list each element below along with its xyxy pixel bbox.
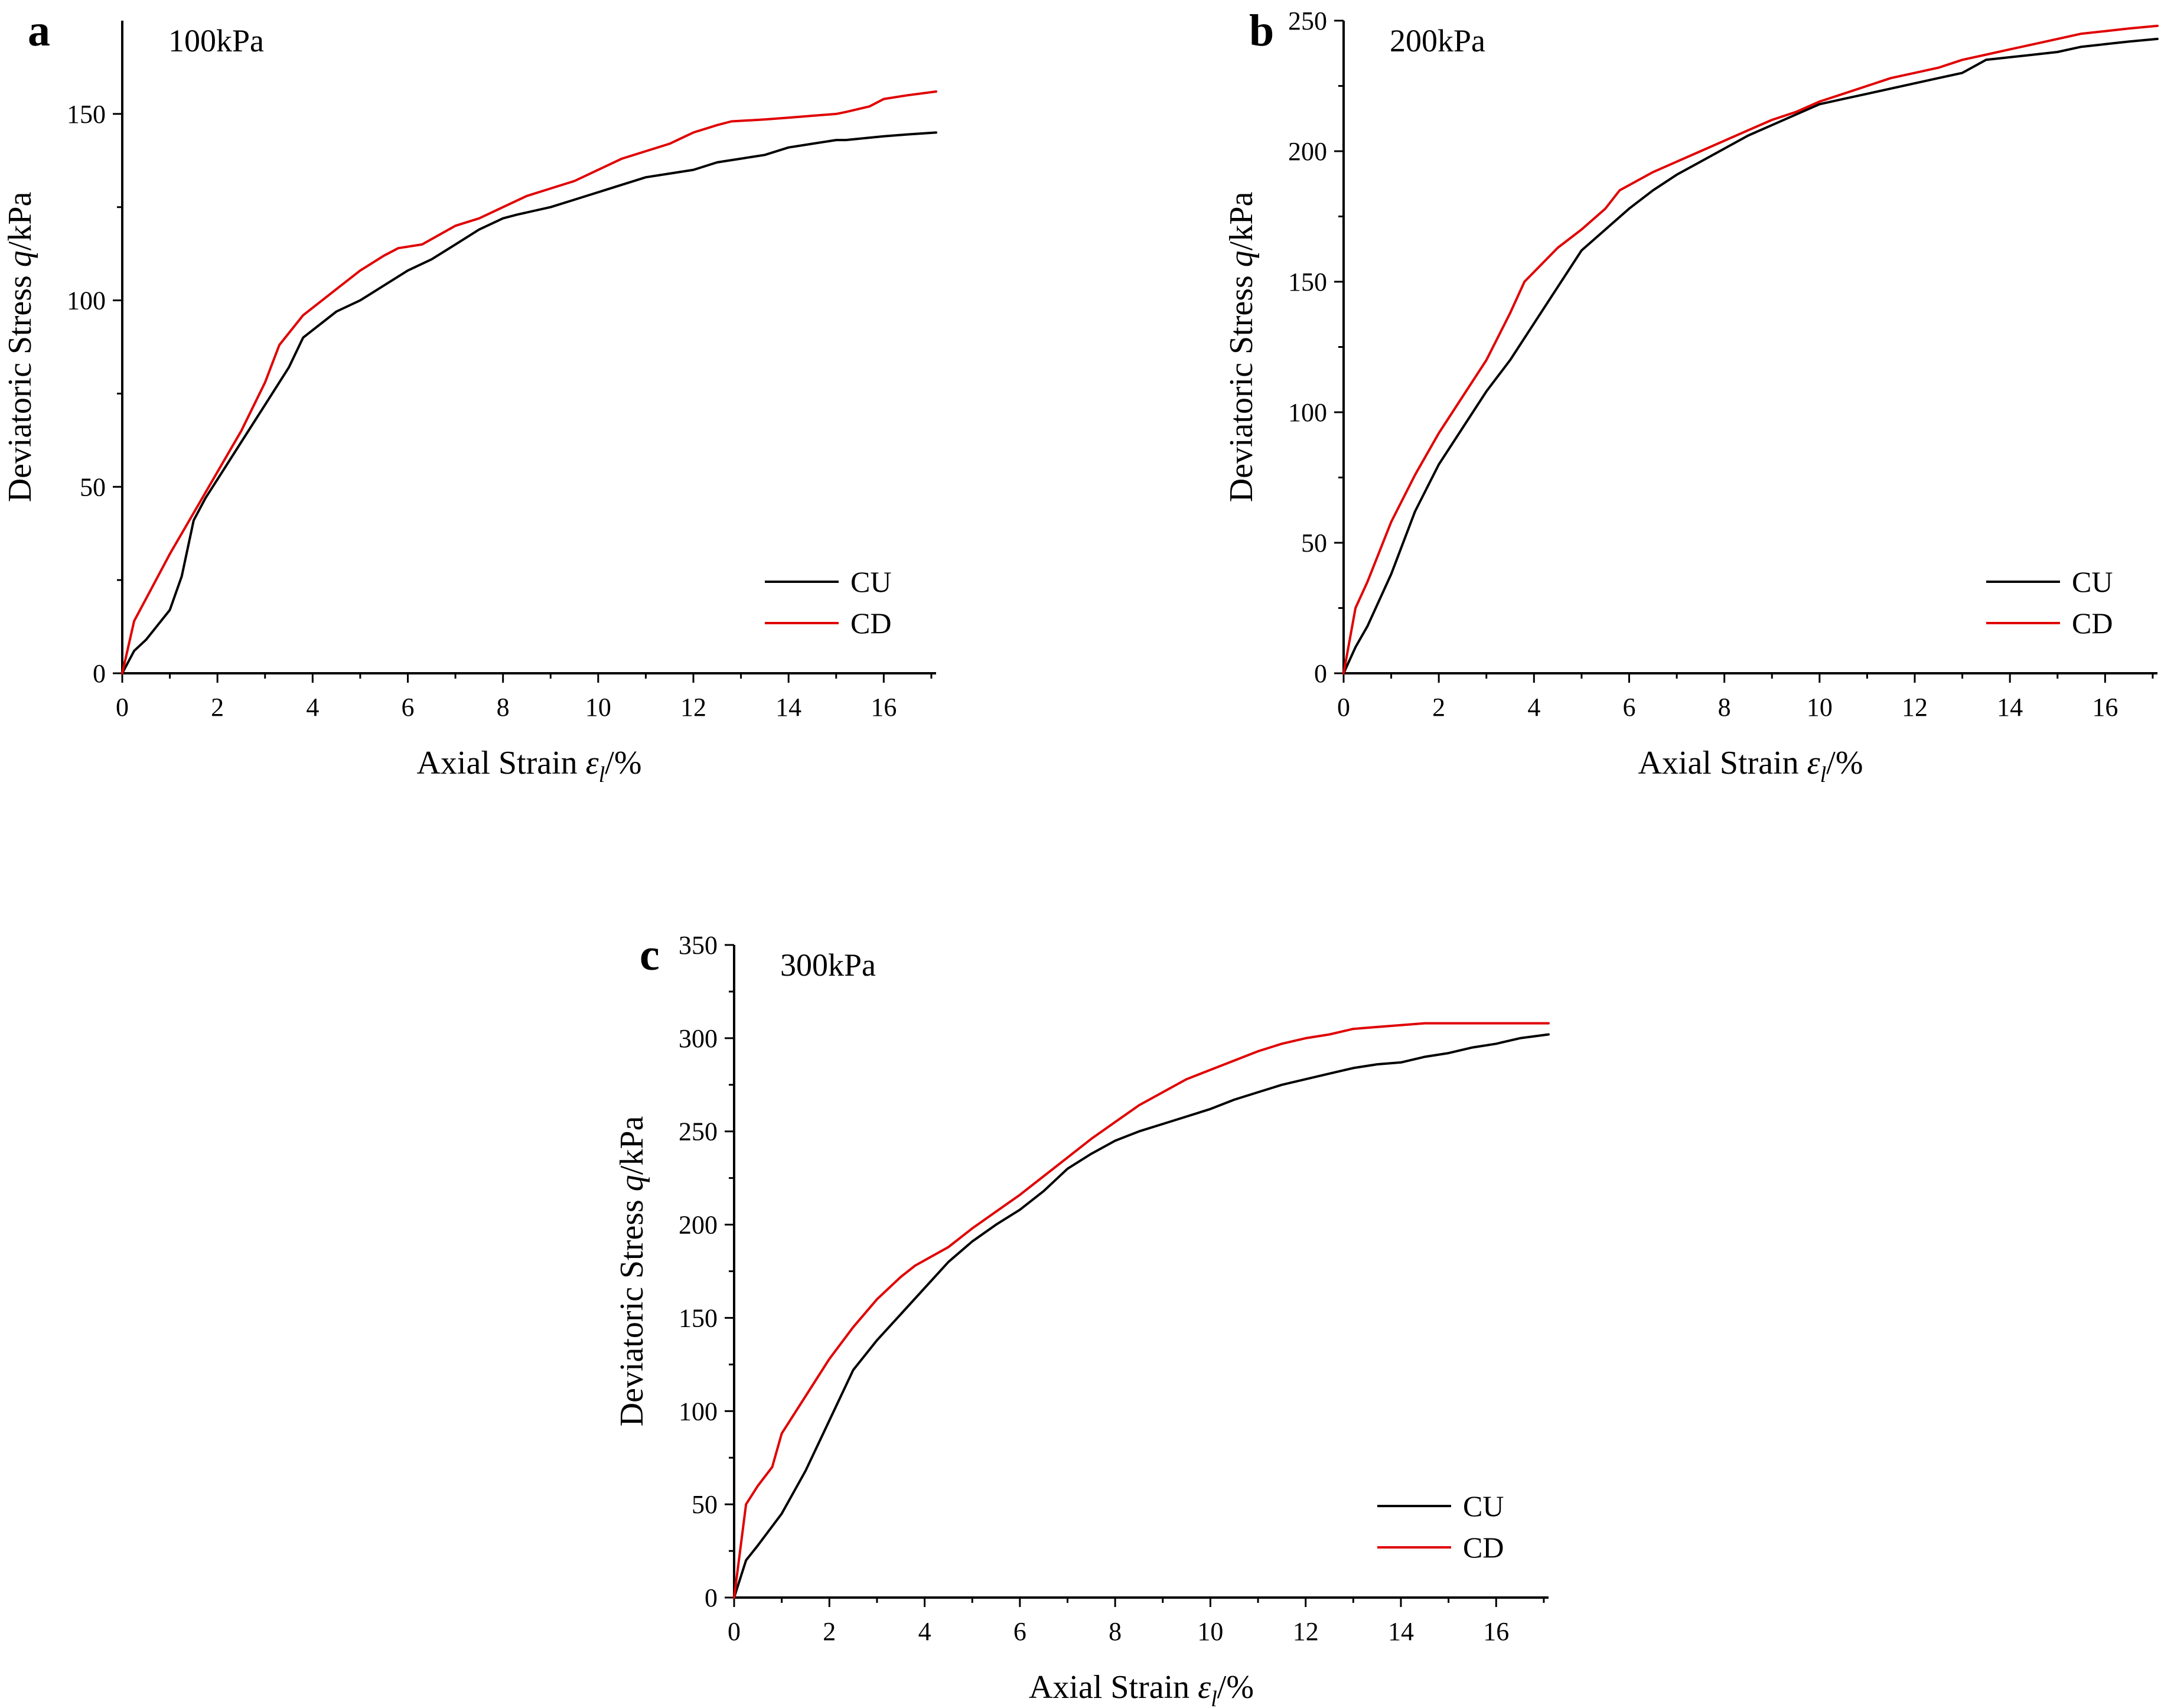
x-tick-label: 10	[585, 693, 611, 722]
series-line-cd	[121, 90, 937, 674]
x-tick-label: 16	[1483, 1617, 1509, 1646]
panel-c: 0 2 4 6 8 10 12 14 16 0 50 100 150 200 250 300 350 Axial …	[614, 930, 1550, 1708]
series-line-cu	[733, 1033, 1550, 1599]
y-tick-label: 100	[1288, 398, 1327, 427]
y-tick-label: 50	[692, 1490, 718, 1519]
series-line-cd	[733, 1022, 1550, 1599]
x-tick-label: 14	[775, 693, 801, 722]
y-tick-label: 250	[1288, 6, 1327, 35]
legend-label-cu: CU	[2072, 565, 2113, 598]
y-tick-label: 350	[679, 931, 718, 960]
x-axis-title: Axial Strain εl/%	[1029, 1669, 1254, 1708]
y-tick-label: 200	[679, 1211, 718, 1240]
y-tick-label: 50	[80, 472, 106, 501]
x-axis-title: Axial Strain εl/%	[416, 745, 641, 787]
x-tick-label: 0	[728, 1617, 741, 1646]
x-tick-label: 4	[306, 693, 319, 722]
condition-label: 100kPa	[168, 23, 264, 58]
condition-label: 300kPa	[780, 947, 876, 983]
x-tick-label: 8	[497, 693, 510, 722]
x-tick-label: 4	[918, 1617, 931, 1646]
panel-label: a	[28, 6, 50, 56]
legend-label-cd: CD	[2072, 607, 2113, 640]
y-tick-label: 100	[67, 286, 106, 315]
y-tick-label: 0	[705, 1583, 718, 1612]
y-tick-label: 150	[679, 1303, 718, 1332]
x-tick-label: 12	[1293, 1617, 1319, 1646]
y-tick-label: 150	[1288, 268, 1327, 296]
legend-label-cu: CU	[1463, 1489, 1504, 1523]
series-line-cd	[1342, 24, 2159, 674]
panel-a: 0 2 4 6 8 10 12 14 16 0 50 100 150 Axial Strain εl/% D…	[2, 6, 937, 787]
y-tick-label: 0	[93, 659, 106, 688]
x-axis-title: Axial Strain εl/%	[1638, 745, 1863, 787]
x-tick-label: 8	[1718, 693, 1731, 722]
x-tick-label: 10	[1807, 693, 1833, 722]
legend-label-cd: CD	[1463, 1531, 1504, 1564]
x-tick-label: 6	[1013, 1617, 1026, 1646]
y-tick-label: 0	[1314, 659, 1327, 688]
x-tick-label: 8	[1109, 1617, 1122, 1646]
x-tick-label: 12	[1902, 693, 1928, 722]
x-tick-label: 10	[1197, 1617, 1223, 1646]
x-tick-label: 4	[1527, 693, 1540, 722]
x-tick-label: 12	[680, 693, 706, 722]
panel-b: 0 2 4 6 8 10 12 14 16 0 50 100 150 200 250 Axial Strain…	[1223, 6, 2159, 787]
y-tick-label: 50	[1301, 529, 1327, 558]
x-tick-label: 6	[402, 693, 415, 722]
x-tick-label: 14	[1388, 1617, 1414, 1646]
series-line-cu	[1342, 37, 2159, 674]
y-tick-label: 200	[1288, 137, 1327, 166]
y-axis-title: Deviatoric Stress q/kPa	[614, 1116, 650, 1427]
x-tick-label: 2	[1432, 693, 1445, 722]
y-tick-label: 100	[679, 1397, 718, 1426]
x-tick-label: 14	[1997, 693, 2023, 722]
condition-label: 200kPa	[1390, 23, 1485, 58]
y-axis-title: Deviatoric Stress q/kPa	[2, 192, 38, 503]
legend-label-cu: CU	[850, 565, 891, 598]
x-tick-label: 2	[823, 1617, 836, 1646]
x-tick-label: 16	[2092, 693, 2118, 722]
x-tick-label: 0	[1337, 693, 1350, 722]
x-tick-label: 6	[1623, 693, 1636, 722]
series-line-cu	[121, 131, 937, 674]
panel-label: b	[1249, 6, 1274, 56]
y-tick-label: 250	[679, 1117, 718, 1146]
y-tick-label: 150	[67, 100, 106, 129]
legend-label-cd: CD	[850, 607, 891, 640]
y-axis-title: Deviatoric Stress q/kPa	[1223, 192, 1260, 503]
x-tick-label: 2	[211, 693, 224, 722]
y-tick-label: 300	[679, 1024, 718, 1053]
x-tick-label: 16	[871, 693, 897, 722]
x-tick-label: 0	[116, 693, 129, 722]
panel-label: c	[640, 930, 660, 980]
